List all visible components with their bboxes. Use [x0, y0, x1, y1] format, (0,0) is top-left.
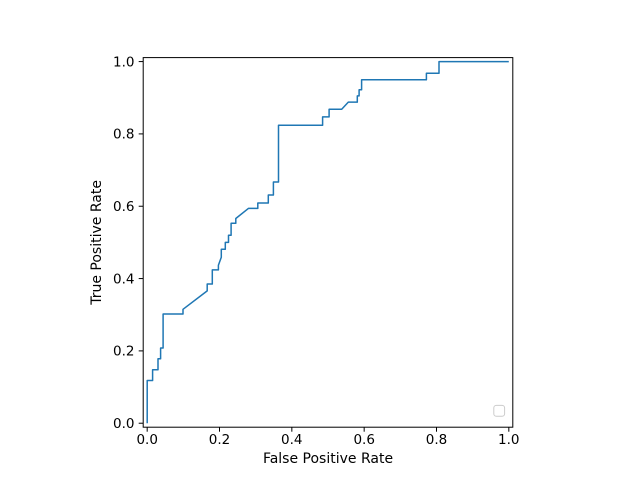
y-tick-label-3: 0.6 [113, 199, 134, 215]
x-tick-label-2: 0.4 [281, 432, 302, 448]
y-axis-label: True Positive Rate [89, 180, 105, 306]
y-tick-label-1: 0.2 [113, 344, 134, 360]
x-tick-label-1: 0.2 [209, 432, 230, 448]
y-tick-label-0: 0.0 [113, 416, 134, 432]
roc-curve [146, 60, 509, 424]
legend-box [493, 404, 506, 417]
y-tick-label-5: 1.0 [113, 54, 134, 70]
y-tick-label-4: 0.8 [113, 127, 134, 143]
x-tick-label-3: 0.6 [353, 432, 374, 448]
plot-area [142, 57, 514, 428]
tick-marks [138, 61, 510, 432]
x-tick-label-4: 0.8 [426, 432, 447, 448]
x-tick-label-5: 1.0 [498, 432, 519, 448]
x-tick-label-0: 0.0 [136, 432, 157, 448]
y-tick-label-2: 0.4 [113, 271, 134, 287]
x-axis-label: False Positive Rate [263, 451, 393, 467]
